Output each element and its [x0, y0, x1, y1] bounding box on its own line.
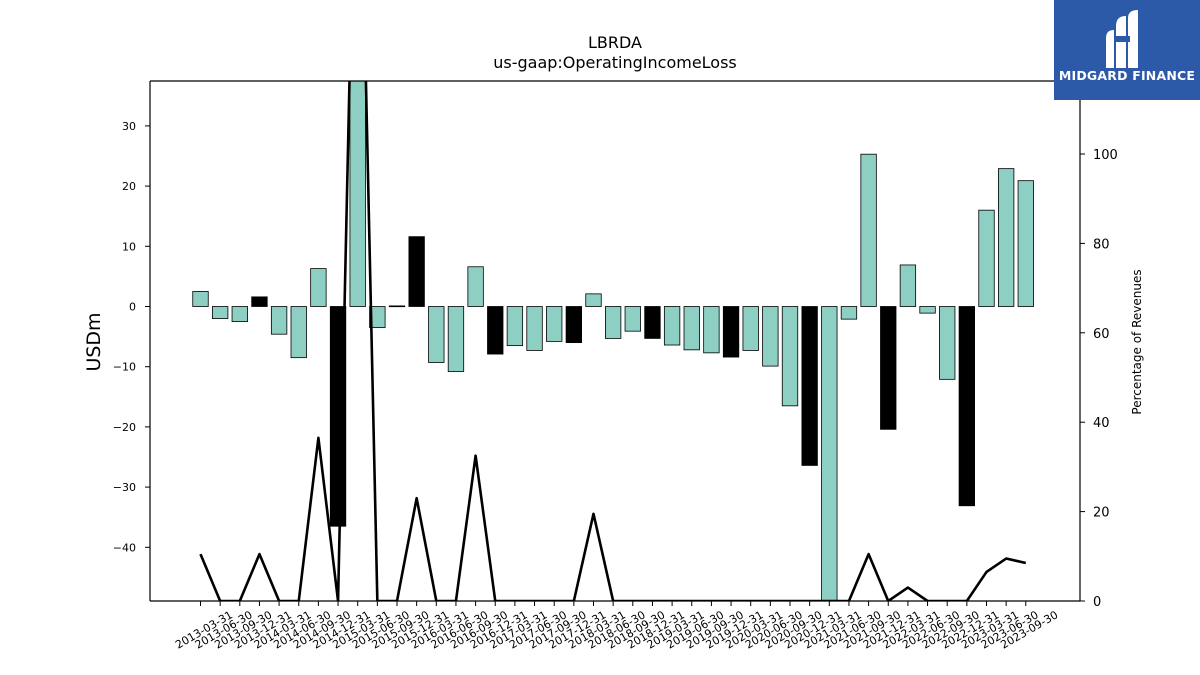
- chart-title: LBRDA: [588, 33, 642, 52]
- midgard-logo-icon: [1106, 10, 1138, 68]
- bar-2015-12-31: [408, 236, 425, 307]
- bar-2023-06-30: [998, 168, 1015, 307]
- y-tick-label: 0: [129, 301, 136, 314]
- y2-tick-label: 100: [1093, 148, 1118, 163]
- bar-2014-06-30: [290, 306, 307, 359]
- bar-2020-06-30: [762, 306, 779, 367]
- bar-2016-12-31: [487, 306, 504, 355]
- y2-tick-label: 60: [1093, 327, 1110, 342]
- bar-2016-09-30: [467, 266, 484, 307]
- bar-2017-06-30: [526, 306, 543, 351]
- y2-axis-label: Percentage of Revenues: [1130, 269, 1144, 414]
- bar-2022-12-31: [958, 306, 975, 507]
- y-tick-label: 20: [122, 180, 136, 193]
- bar-2014-03-31: [270, 306, 288, 335]
- y2-tick-label: 20: [1093, 506, 1110, 521]
- bar-2019-12-31: [722, 306, 740, 358]
- bar-2015-06-30: [369, 306, 386, 328]
- logo-text: MIDGARD FINANCE: [1058, 68, 1196, 83]
- bar-2019-06-30: [683, 306, 700, 351]
- y-axis-label: USDm: [83, 312, 105, 371]
- bar-2020-12-31: [801, 306, 818, 466]
- bar-2022-09-30: [939, 306, 956, 380]
- bar-2021-09-30: [860, 153, 877, 307]
- bar-2013-03-31: [192, 291, 209, 307]
- bar-2013-06-30: [211, 306, 229, 319]
- bar-2016-03-31: [428, 306, 445, 363]
- bar-2015-03-31: [349, 81, 366, 307]
- bar-2014-09-30: [310, 268, 327, 307]
- bar-2023-03-31: [978, 209, 995, 307]
- bar-2017-12-31: [565, 306, 582, 344]
- y-tick-label: 30: [122, 120, 136, 133]
- bar-2015-09-30: [388, 305, 406, 308]
- bar-2018-09-30: [624, 306, 641, 332]
- y2-tick-label: 0: [1093, 595, 1101, 610]
- y-tick-label: −30: [113, 481, 136, 494]
- plot-clip-group: [192, 81, 1034, 601]
- bar-2020-09-30: [781, 306, 799, 407]
- bar-2018-12-31: [644, 306, 661, 339]
- bar-2013-12-31: [251, 296, 268, 307]
- midgard-finance-logo: MIDGARD FINANCE: [1054, 0, 1200, 100]
- bar-2018-03-31: [585, 293, 602, 307]
- bar-2021-06-30: [840, 306, 858, 320]
- bar-2021-12-31: [880, 306, 897, 430]
- bar-2019-03-31: [663, 306, 681, 346]
- bar-2017-03-31: [506, 306, 524, 347]
- y2-tick-label: 80: [1093, 237, 1110, 252]
- y-tick-label: −10: [113, 361, 136, 374]
- bar-2022-06-30: [919, 306, 936, 314]
- y-tick-label: −40: [113, 541, 136, 554]
- bar-2018-06-30: [605, 306, 622, 339]
- bar-2020-03-31: [742, 306, 759, 351]
- y-tick-label: 10: [122, 240, 136, 253]
- plot-area: 3020100−10−20−30−401008060402002013-03-3…: [113, 80, 1118, 652]
- y2-tick-label: 40: [1093, 416, 1110, 431]
- y-tick-label: −20: [113, 421, 136, 434]
- bar-2019-09-30: [703, 306, 720, 354]
- bar-2017-09-30: [546, 306, 563, 342]
- bar-2013-09-30: [231, 306, 248, 322]
- bar-2021-03-31: [821, 306, 838, 601]
- bar-2022-03-31: [899, 264, 917, 307]
- bar-2023-09-30: [1017, 180, 1034, 307]
- bar-2016-06-30: [447, 306, 465, 372]
- chart-subtitle: us-gaap:OperatingIncomeLoss: [493, 53, 737, 72]
